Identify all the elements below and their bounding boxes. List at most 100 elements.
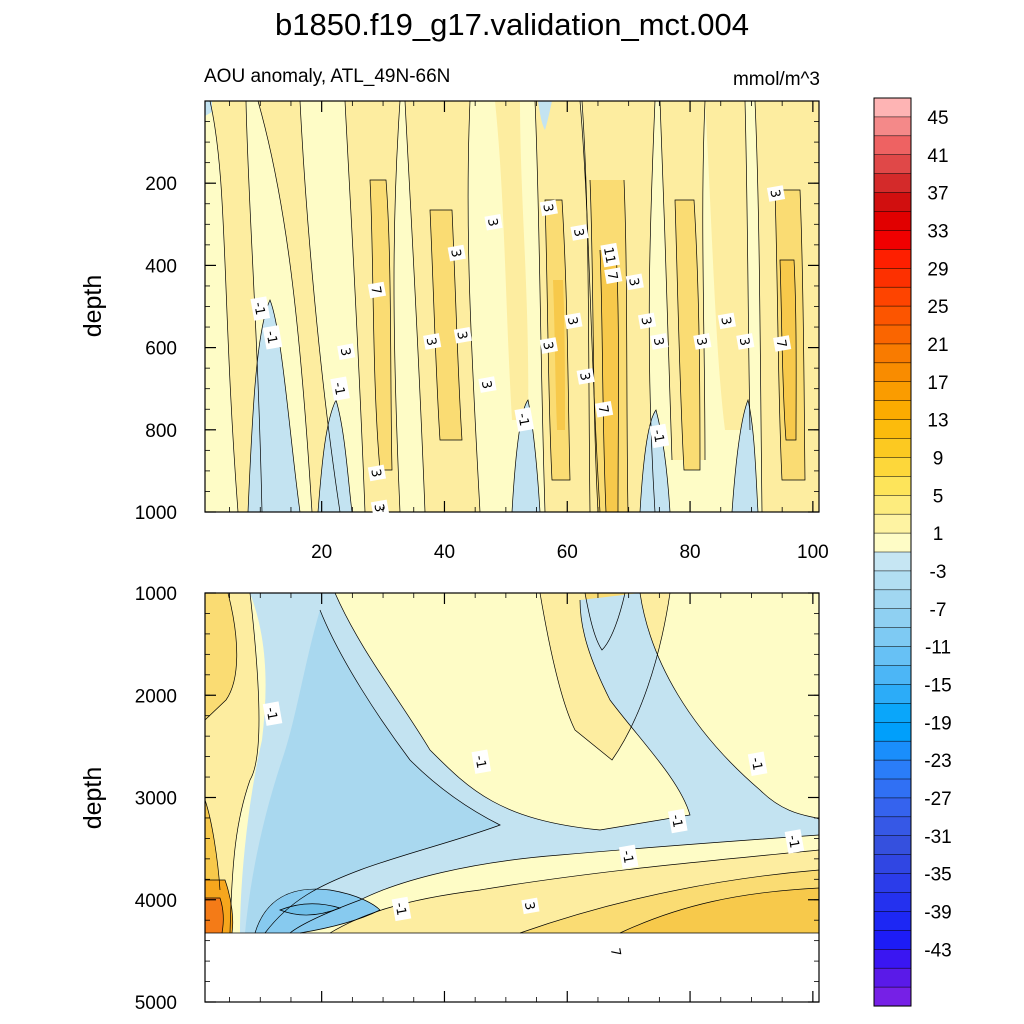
upper-contour-fill (205, 101, 819, 512)
upper-contour-label: 3 (539, 199, 558, 217)
colorbar-tick-label: -19 (924, 713, 951, 734)
colorbar-swatch (873, 324, 912, 345)
colorbar-swatch (873, 192, 912, 213)
upper-y-tick-label: 400 (145, 256, 177, 277)
colorbar-swatch (873, 608, 912, 629)
colorbar-frame (873, 97, 912, 1007)
colorbar-tick-label: -7 (930, 600, 947, 621)
upper-x-tick-label: 40 (434, 542, 455, 563)
upper-contour-label-box (453, 326, 472, 344)
upper-contour-label-text: 3 (576, 371, 592, 382)
subtitle-units: mmol/m^3 (733, 69, 820, 90)
lower-y-axis-label: depth (79, 767, 107, 830)
lower-contour-label-text: 7 (607, 947, 623, 958)
upper-contour-label-text: 3 (564, 316, 580, 327)
colorbar-swatch (873, 627, 912, 648)
upper-contour-label-text: -1 (514, 412, 531, 427)
upper-contour-label-box (717, 312, 736, 330)
lower-contour-label: -1 (784, 829, 805, 854)
colorbar-swatch (873, 173, 912, 194)
lower-contour-label: -1 (391, 896, 412, 922)
colorbar-tick-label: -31 (924, 827, 951, 848)
colorbar-swatch (873, 589, 912, 610)
upper-contour-label: 7 (595, 400, 614, 418)
upper-contour-label-box (564, 312, 583, 330)
lower-contour-label-text: -1 (784, 834, 801, 849)
upper-contour-label-box (649, 423, 670, 449)
colorbar-swatch (873, 967, 912, 988)
upper-contour-label-text: 3 (637, 316, 653, 327)
upper-contour-label-box (693, 333, 712, 350)
colorbar-swatch (873, 495, 912, 515)
colorbar-tick-label: 33 (927, 221, 948, 242)
upper-contour-label-text: 3 (367, 468, 383, 479)
lower-contour-label-box (262, 701, 283, 726)
lower-contour-label-text: -1 (263, 706, 280, 721)
upper-contour-label-text: 7 (367, 285, 383, 296)
colorbar-tick-label: -27 (924, 789, 951, 810)
upper-contour-label-box (576, 368, 595, 385)
upper-contour-label-box (330, 376, 350, 401)
upper-contour-label-box (262, 325, 283, 350)
upper-contour-label-box (650, 333, 669, 350)
upper-contour-label-box (637, 312, 657, 330)
colorbar-swatch (873, 722, 912, 742)
upper-contour-label: 3 (370, 499, 390, 517)
upper-contour-label: 3 (570, 224, 589, 241)
upper-contour-label-text: -1 (250, 301, 267, 316)
colorbar-swatch (873, 230, 912, 250)
colorbar-tick-label: -43 (924, 940, 951, 961)
upper-contour-label-box (736, 333, 755, 350)
colorbar-swatch (873, 305, 912, 326)
upper-x-tick-label: 100 (797, 542, 829, 563)
upper-contour-label-text: 3 (484, 217, 500, 228)
colorbar-swatch (873, 646, 912, 667)
upper-contour-label-text: 3 (650, 336, 666, 347)
upper-contour-label: 3 (484, 213, 503, 231)
colorbar-swatch (873, 457, 912, 477)
colorbar-swatch (873, 116, 912, 137)
lower-contour-label-box (521, 897, 540, 915)
upper-contour-label: 3 (337, 343, 356, 360)
colorbar-swatch (873, 419, 912, 440)
colorbar-tick-label: -3 (930, 562, 947, 583)
upper-contour-label-text: 3 (539, 203, 555, 214)
upper-contour-label: 11 (600, 242, 621, 268)
lower-contour-label-text: -1 (619, 849, 636, 864)
colorbar-swatch (873, 892, 912, 912)
colorbar-swatch (873, 400, 912, 421)
lower-contour-label-text: -1 (391, 902, 408, 917)
upper-contour-label-box (478, 376, 497, 393)
upper-contour-label-text: 3 (570, 227, 586, 238)
upper-contour-label-text: 3 (736, 336, 752, 347)
colorbar-tick-label: 17 (927, 373, 948, 394)
colorbar-tick-label: 5 (933, 486, 944, 507)
upper-contour-label-text: 3 (453, 330, 469, 341)
upper-contour-label-box (773, 335, 792, 352)
figure-title: b1850.f19_g17.validation_mct.004 (275, 7, 749, 42)
lower-axes: 1000 2000 3000 4000 5000 (135, 584, 819, 1014)
colorbar-swatch (873, 532, 912, 553)
lower-contour-label-text: -1 (748, 756, 765, 771)
upper-contour-label-box (570, 224, 589, 241)
lower-y-tick-label: 3000 (135, 789, 177, 810)
upper-axes: 200 400 600 800 1000 20 40 60 80 100 (135, 100, 829, 563)
upper-contour-label: 3 (736, 333, 755, 350)
upper-contour-label-box (600, 242, 621, 268)
lower-contour-fill (205, 593, 819, 934)
upper-contour-label: 3 (367, 464, 387, 482)
upper-contour-label-box (539, 199, 558, 217)
upper-contour-label: -1 (514, 407, 535, 432)
upper-contour-label: 3 (717, 312, 736, 330)
colorbar-tick-label: 41 (927, 146, 948, 167)
upper-contour-label-box (484, 213, 503, 231)
upper-y-tick-label: 200 (145, 174, 177, 195)
lower-contour-label-box (747, 751, 768, 776)
upper-y-tick-label: 1000 (135, 503, 177, 524)
colorbar-swatch (873, 778, 912, 799)
upper-contour-label-box (595, 400, 614, 418)
colorbar-tick-label: 9 (933, 448, 944, 469)
upper-contour-label: -1 (330, 376, 350, 401)
colorbar-swatch (873, 835, 912, 856)
